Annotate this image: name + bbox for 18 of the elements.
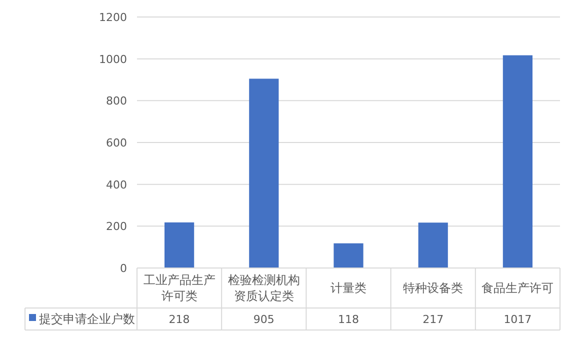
data-label: 218 [168,313,190,326]
data-label: 217 [422,313,444,326]
ytick: 1000 [99,52,127,66]
category: 食品生产许可 [482,281,554,295]
ytick: 200 [106,220,127,234]
data-label: 1017 [504,313,532,326]
data-label: 118 [338,313,359,326]
category: 工业产品生产许可类 [143,273,216,303]
ytick: 600 [106,136,127,150]
ytick: 400 [106,178,127,192]
ytick: 800 [106,94,127,108]
category: 特种设备类 [403,281,464,295]
ytick: 0 [120,262,127,275]
ytick: 1200 [99,11,127,24]
data-label: 905 [253,313,274,326]
category: 计量类 [330,281,366,295]
category: 检验检测机构资质认定类 [228,273,300,303]
legend: 提交申请企业户数 [39,312,135,326]
